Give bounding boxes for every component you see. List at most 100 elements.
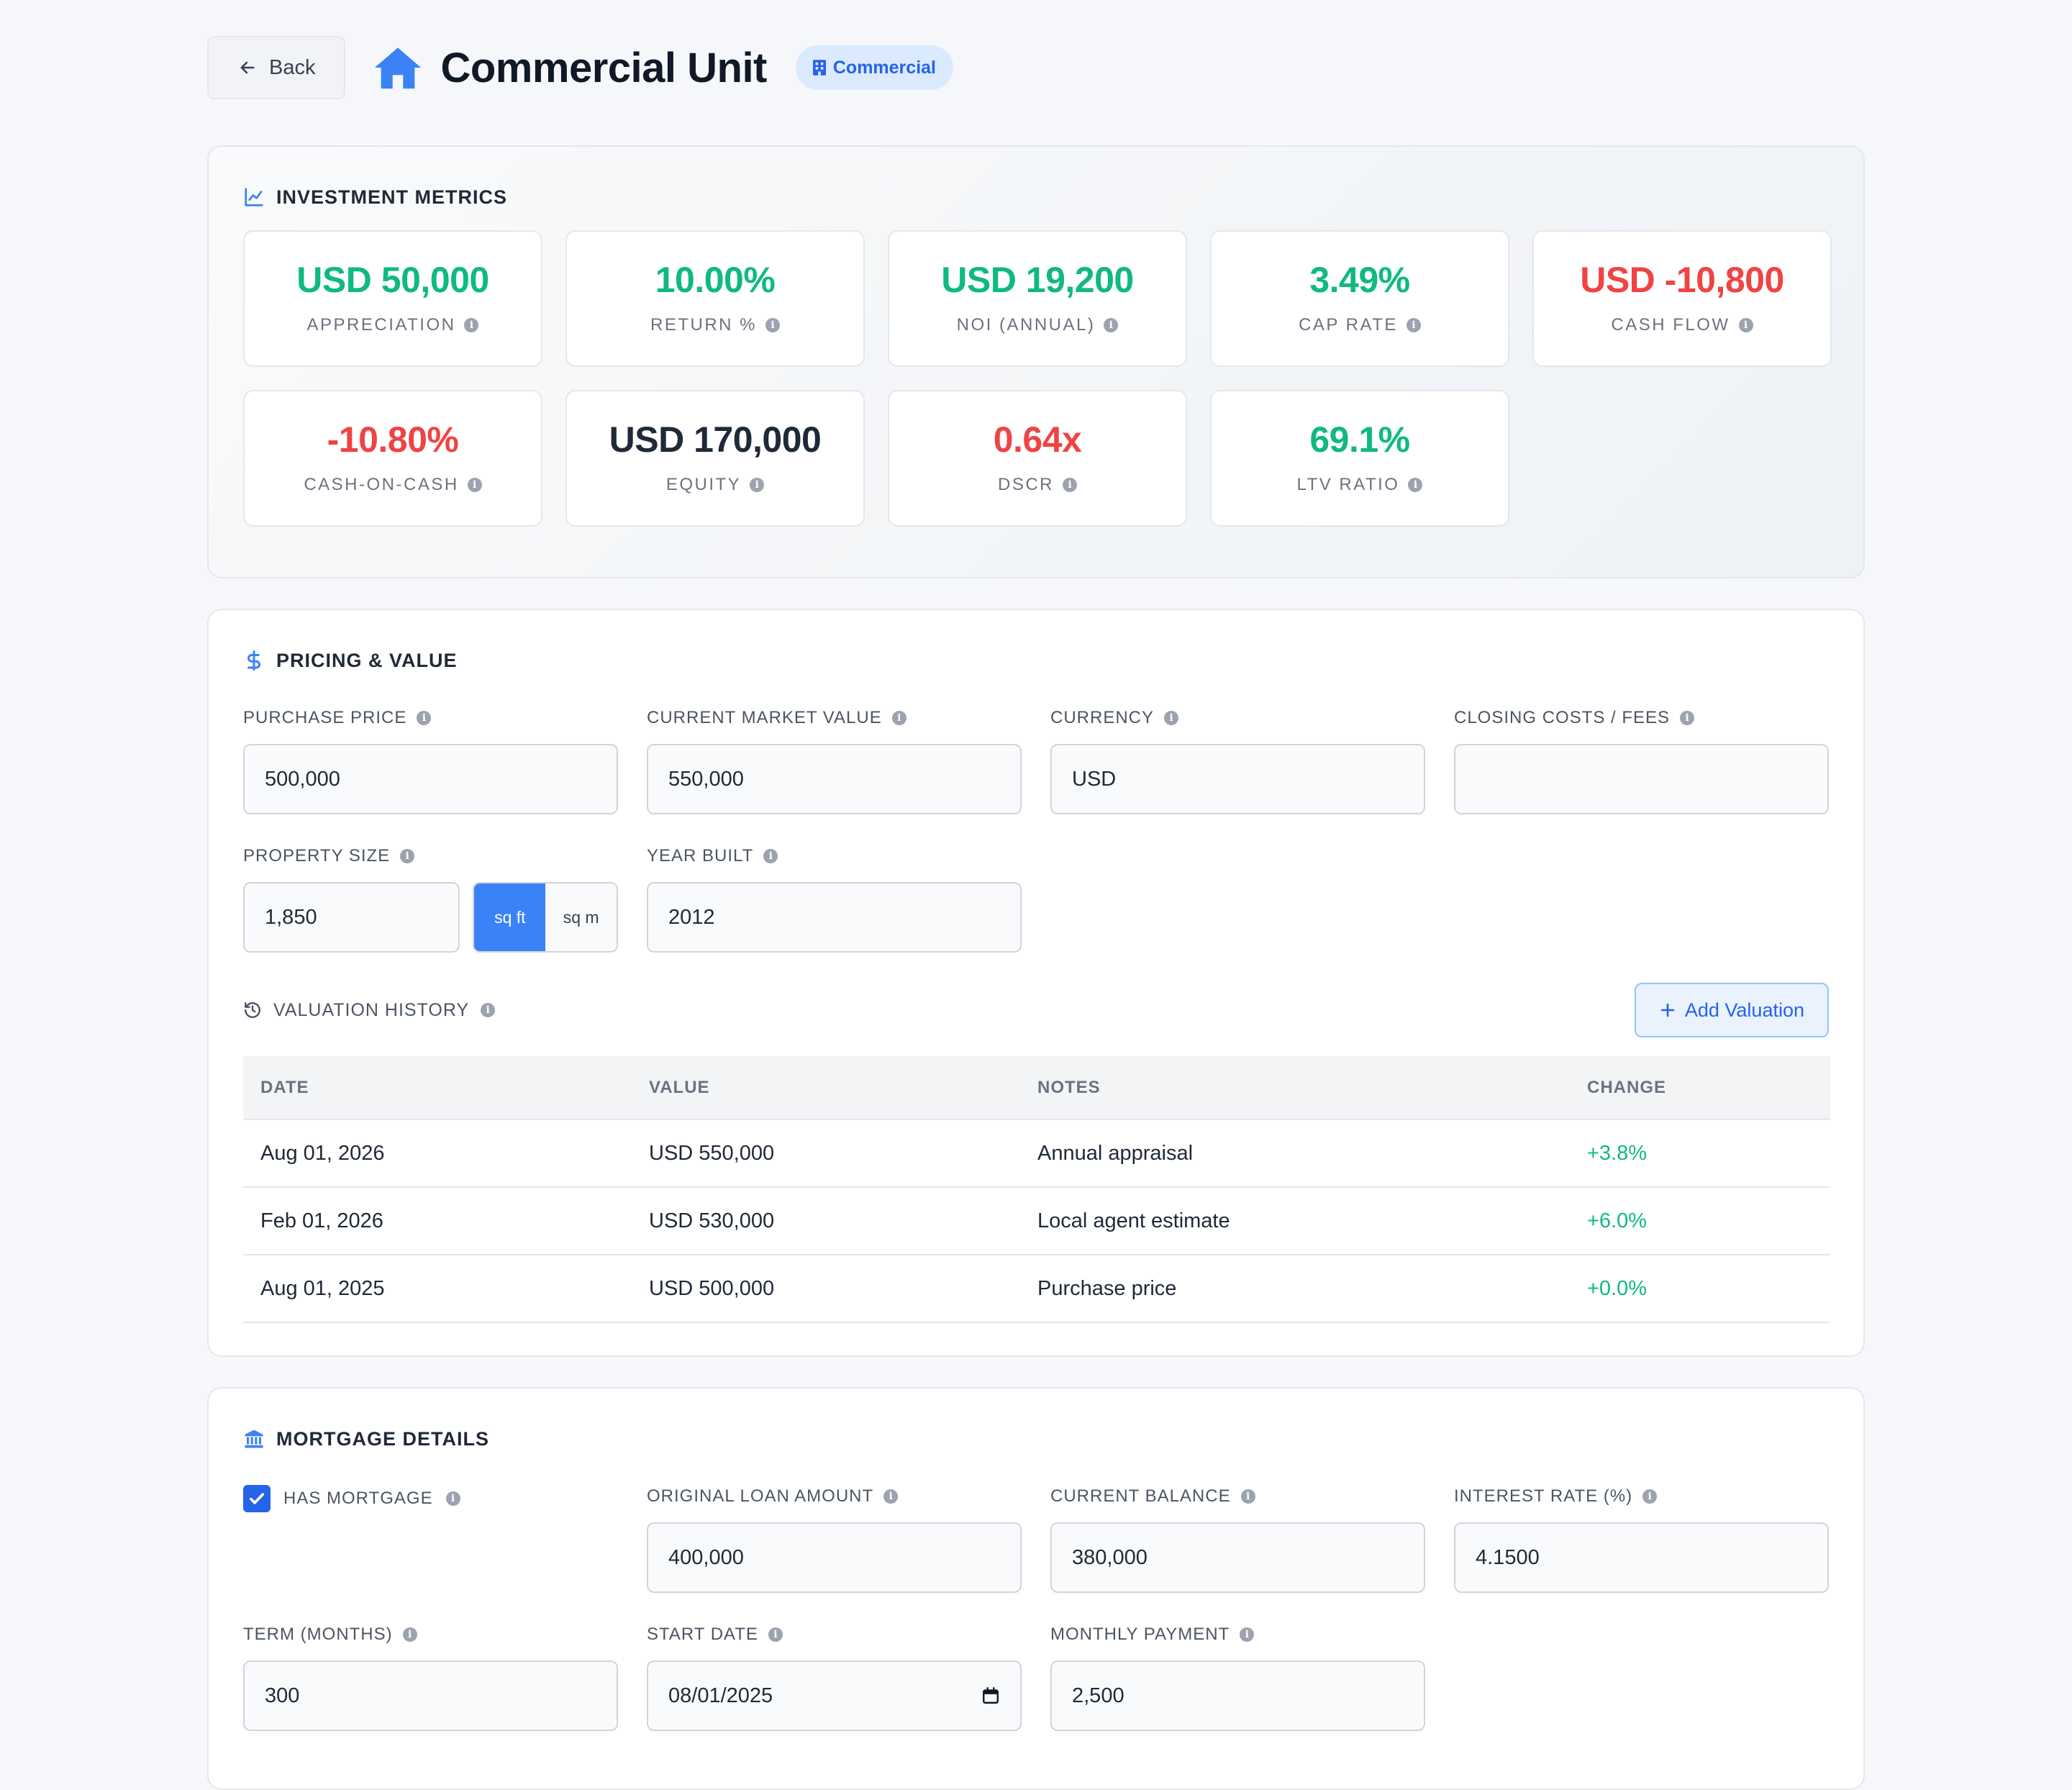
- start-date-field: START DATE i 08/01/2025: [647, 1623, 1022, 1731]
- unit-toggle: sq ft sq m: [473, 882, 618, 953]
- current-balance-input[interactable]: 380,000: [1050, 1522, 1425, 1593]
- info-icon[interactable]: i: [765, 318, 780, 332]
- field-label: PURCHASE PRICE: [243, 708, 407, 727]
- property-type-badge-label: Commercial: [832, 57, 936, 78]
- original-loan-input[interactable]: 400,000: [647, 1522, 1022, 1593]
- market-value-input[interactable]: 550,000: [647, 744, 1022, 814]
- cell-notes: Purchase price: [1020, 1255, 1570, 1323]
- table-row[interactable]: Aug 01, 2025 USD 500,000 Purchase price …: [243, 1255, 1830, 1323]
- info-icon[interactable]: i: [1738, 318, 1753, 332]
- currency-input[interactable]: USD: [1050, 744, 1425, 814]
- metric-label-row: LTV RATIO i: [1297, 475, 1423, 495]
- property-size-input[interactable]: 1,850: [243, 882, 460, 953]
- has-mortgage-checkbox[interactable]: [243, 1485, 271, 1512]
- metric-label: APPRECIATION: [306, 315, 456, 335]
- field-label-row: CURRENT BALANCE i: [1050, 1485, 1425, 1508]
- info-icon[interactable]: i: [417, 711, 432, 725]
- pricing-value-heading: PRICING & VALUE: [243, 645, 1829, 676]
- purchase-price-input[interactable]: 500,000: [243, 744, 618, 814]
- term-field: TERM (MONTHS) i 300: [243, 1623, 618, 1731]
- cell-change: +0.0%: [1570, 1255, 1830, 1323]
- field-label: MONTHLY PAYMENT: [1050, 1625, 1230, 1644]
- metric-label-row: CASH FLOW i: [1611, 315, 1753, 335]
- table-row[interactable]: Aug 01, 2026 USD 550,000 Annual appraisa…: [243, 1119, 1830, 1188]
- info-icon[interactable]: i: [750, 478, 765, 492]
- info-icon[interactable]: i: [1063, 478, 1077, 492]
- calendar-icon[interactable]: [981, 1686, 1000, 1705]
- dollar-icon: [247, 650, 260, 671]
- plus-icon: [1660, 1003, 1675, 1017]
- unit-sqm-option[interactable]: sq m: [545, 883, 617, 951]
- investment-metrics-heading: INVESTMENT METRICS: [243, 181, 1829, 213]
- table-header-row: DATE VALUE NOTES CHANGE: [243, 1056, 1830, 1120]
- info-icon[interactable]: i: [1642, 1489, 1658, 1504]
- column-header-notes[interactable]: NOTES: [1020, 1056, 1570, 1120]
- field-label-row: CLOSING COSTS / FEES i: [1454, 707, 1829, 730]
- interest-rate-field: INTEREST RATE (%) i 4.1500: [1454, 1485, 1829, 1593]
- mortgage-fields-row-1: HAS MORTGAGE i ORIGINAL LOAN AMOUNT i 400…: [243, 1485, 1829, 1593]
- info-icon[interactable]: i: [891, 711, 906, 725]
- interest-rate-input[interactable]: 4.1500: [1454, 1522, 1829, 1593]
- column-header-value[interactable]: VALUE: [632, 1056, 1020, 1120]
- info-icon[interactable]: i: [1164, 711, 1179, 725]
- unit-sqft-option[interactable]: sq ft: [474, 883, 546, 951]
- page-header: Back Commercial Unit Commercial: [207, 36, 1865, 99]
- field-label: CURRENCY: [1050, 708, 1155, 727]
- info-icon[interactable]: i: [481, 1003, 496, 1017]
- chart-line-icon: [245, 188, 263, 206]
- info-icon[interactable]: i: [1240, 1627, 1255, 1642]
- cell-value: USD 530,000: [632, 1187, 1020, 1255]
- metric-label-row: CAP RATE i: [1299, 315, 1421, 335]
- info-icon[interactable]: i: [445, 1491, 460, 1506]
- start-date-input[interactable]: 08/01/2025: [647, 1660, 1022, 1731]
- info-icon[interactable]: i: [1406, 318, 1421, 332]
- info-icon[interactable]: i: [1104, 318, 1119, 332]
- cell-value: USD 550,000: [632, 1119, 1020, 1188]
- cell-date: Aug 01, 2025: [243, 1255, 632, 1323]
- metric-label: EQUITY: [665, 475, 742, 494]
- metric-cash-flow: USD -10,800 CASH FLOW i: [1532, 230, 1832, 367]
- monthly-payment-input[interactable]: 2,500: [1050, 1660, 1425, 1731]
- metric-label: CASH-ON-CASH: [304, 475, 459, 494]
- add-valuation-button[interactable]: Add Valuation: [1634, 983, 1829, 1037]
- info-icon[interactable]: i: [1408, 478, 1423, 492]
- term-input[interactable]: 300: [243, 1660, 618, 1731]
- info-icon[interactable]: i: [402, 1627, 417, 1642]
- cell-date: Feb 01, 2026: [243, 1187, 632, 1255]
- info-icon[interactable]: i: [1680, 711, 1695, 725]
- mortgage-details-title: MORTGAGE DETAILS: [276, 1427, 489, 1450]
- page-title: Commercial Unit: [440, 44, 767, 91]
- column-header-date[interactable]: DATE: [243, 1056, 632, 1120]
- valuation-history-heading: VALUATION HISTORY i: [243, 1000, 496, 1021]
- valuation-history-table: DATE VALUE NOTES CHANGE Aug 01, 2026 USD…: [243, 1056, 1830, 1323]
- metric-label: RETURN %: [650, 315, 757, 335]
- field-label: TERM (MONTHS): [243, 1625, 393, 1644]
- checkmark-icon: [249, 1493, 265, 1504]
- info-icon[interactable]: i: [768, 1627, 783, 1642]
- metric-ltv-ratio: 69.1% LTV RATIO i: [1210, 390, 1509, 527]
- info-icon[interactable]: i: [400, 849, 415, 863]
- closing-costs-input[interactable]: [1454, 744, 1829, 814]
- metric-appreciation: USD 50,000 APPRECIATION i: [243, 230, 542, 367]
- metric-label: CAP RATE: [1299, 315, 1398, 335]
- pricing-value-card: PRICING & VALUE PURCHASE PRICE i 500,000 …: [207, 609, 1865, 1357]
- metric-value: USD -10,800: [1580, 260, 1784, 300]
- info-icon[interactable]: i: [1240, 1489, 1255, 1504]
- info-icon[interactable]: i: [467, 478, 482, 492]
- investment-metrics-title: INVESTMENT METRICS: [276, 186, 508, 208]
- property-type-badge: Commercial: [795, 45, 953, 90]
- history-icon: [245, 1002, 260, 1018]
- year-built-input[interactable]: 2012: [647, 882, 1022, 953]
- back-button[interactable]: Back: [207, 36, 346, 99]
- cell-date: Aug 01, 2026: [243, 1119, 632, 1188]
- info-icon[interactable]: i: [883, 1489, 899, 1504]
- info-icon[interactable]: i: [763, 849, 778, 863]
- cell-notes: Annual appraisal: [1020, 1119, 1570, 1188]
- info-icon[interactable]: i: [464, 318, 479, 332]
- closing-costs-field: CLOSING COSTS / FEES i: [1454, 707, 1829, 814]
- field-label-row: START DATE i: [647, 1623, 1022, 1646]
- column-header-change[interactable]: CHANGE: [1570, 1056, 1830, 1120]
- cell-change: +3.8%: [1570, 1119, 1830, 1188]
- table-row[interactable]: Feb 01, 2026 USD 530,000 Local agent est…: [243, 1187, 1830, 1255]
- metric-label: NOI (ANNUAL): [956, 315, 1096, 335]
